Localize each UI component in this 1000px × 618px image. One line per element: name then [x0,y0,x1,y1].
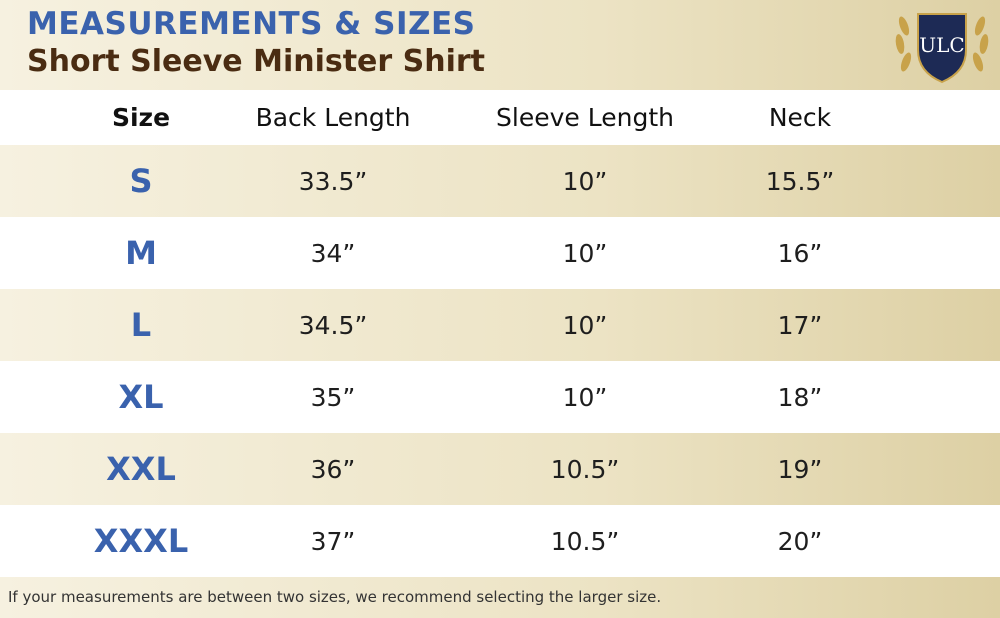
measure-cell: 34” [310,238,356,268]
table-row: L 34.5” 10” 17” [0,289,1000,361]
size-cell: XXL [106,450,176,488]
measure-cell: 18” [777,382,823,412]
footer: If your measurements are between two siz… [0,577,1000,618]
measure-cell: 20” [777,526,823,556]
logo: ULC [895,13,989,84]
measure-cell: 10.5” [550,454,620,484]
logo-text: ULC [919,33,964,57]
table-row: M 34” 10” 16” [0,217,1000,289]
header: MEASUREMENTS & SIZES Short Sleeve Minist… [0,0,1000,90]
table-row: XL 35” 10” 18” [0,361,1000,433]
measure-cell: 34.5” [298,310,368,340]
header-row: Size Back Length Sleeve Length Neck [0,90,1000,145]
measure-cell: 10” [562,166,608,196]
size-cell: M [125,234,157,272]
size-cell: XL [118,378,164,416]
size-cell: XXXL [93,522,189,560]
measure-cell: 17” [777,310,823,340]
table-row: XXL 36” 10.5” 19” [0,433,1000,505]
measure-cell: 10” [562,238,608,268]
measure-cell: 16” [777,238,823,268]
measure-cell: 19” [777,454,823,484]
measure-cell: 15.5” [765,166,835,196]
laurels [895,16,989,72]
measure-cell: 37” [310,526,356,556]
measure-cell: 10” [562,310,608,340]
column-header: Sleeve Length [496,103,674,132]
measure-cell: 36” [310,454,356,484]
column-header: Size [111,103,171,132]
size-cell: S [129,162,153,200]
measure-cell: 33.5” [298,166,368,196]
table-row: XXXL 37” 10.5” 20” [0,505,1000,577]
column-header: Neck [768,103,832,132]
measure-cell: 35” [310,382,356,412]
title: MEASUREMENTS & SIZES [27,6,476,42]
column-header: Back Length [255,103,411,132]
measure-cell: 10.5” [550,526,620,556]
shield [917,13,967,84]
table-row: S 33.5” 10” 15.5” [0,145,1000,217]
subtitle: Short Sleeve Minister Shirt [27,44,486,79]
footnote: If your measurements are between two siz… [8,588,662,606]
measure-cell: 10” [562,382,608,412]
size-cell: L [130,306,152,344]
